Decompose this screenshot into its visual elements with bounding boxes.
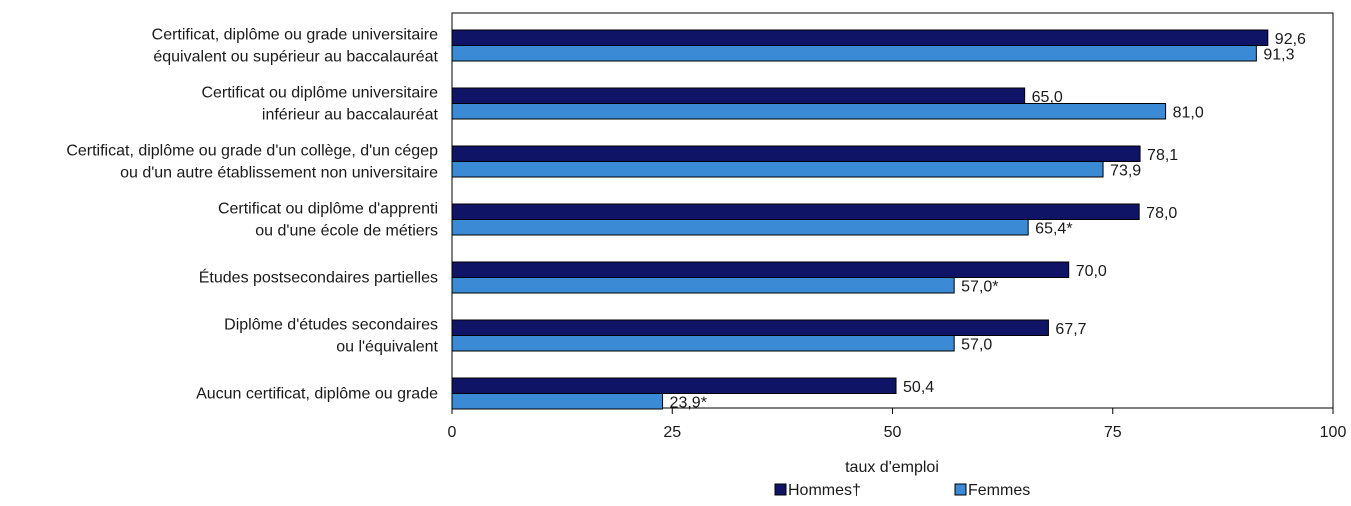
category-label: Certificat, diplôme ou grade d'un collèg… [66,143,438,182]
data-label: 92,6 [1275,31,1306,48]
bar-femmes [451,103,1167,120]
legend: Hommes† Femmes [774,482,1030,499]
data-label: 50,4 [903,379,934,396]
plot-area: 0 25 50 75 100 Certificat, diplôme ou grade u… [66,12,1347,441]
category-label-line: équivalent ou supérieur au baccalauréat [153,49,438,66]
bar-femmes [451,161,1104,178]
category-label: Aucun certificat, diplôme ou grade [196,386,438,403]
bar-hommes [451,377,897,394]
data-label: 57,0* [961,278,998,295]
data-label: 57,0 [961,336,992,353]
data-label: 70,0 [1076,263,1107,280]
category-label-line: ou d'une école de métiers [255,223,438,240]
category-label: Études postsecondaires partielles [199,268,438,287]
data-label: 78,0 [1146,205,1177,222]
data-label: 65,4* [1035,220,1072,237]
category-label: Certificat, diplôme ou grade universitai… [152,27,439,66]
category-label-line: Certificat, diplôme ou grade universitai… [152,27,438,44]
bar-hommes [451,203,1140,220]
category-label-line: Certificat ou diplôme d'apprenti [218,201,438,218]
x-tick-label: 0 [448,424,457,441]
legend-label-femmes: Femmes [968,482,1030,499]
category-label-line: Certificat ou diplôme universitaire [201,85,438,102]
x-tick-label: 100 [1320,424,1347,441]
bar-femmes [451,277,955,294]
data-label: 81,0 [1173,104,1204,121]
category-label: Diplôme d'études secondaires ou l'équival… [224,317,438,356]
legend-label-hommes: Hommes† [788,482,861,499]
bar-femmes [451,393,664,410]
data-label: 78,1 [1147,147,1178,164]
data-label: 65,0 [1032,89,1063,106]
legend-swatch-femmes [954,483,967,496]
x-tick-label: 25 [663,424,681,441]
bar-hommes [451,319,1049,336]
bar-hommes [451,145,1141,162]
data-label: 91,3 [1263,46,1294,63]
legend-swatch-hommes [774,483,787,496]
category-label-line: Études postsecondaires partielles [199,268,438,287]
bar-hommes [451,261,1070,278]
category-label-line: Aucun certificat, diplôme ou grade [196,386,438,403]
bar-femmes [451,45,1257,62]
category-label-line: ou l'équivalent [336,339,438,356]
data-label: 67,7 [1055,321,1086,338]
category-label-line: Certificat, diplôme ou grade d'un collèg… [66,143,438,160]
category-label: Certificat ou diplôme d'apprenti ou d'une… [218,201,438,240]
bar-hommes [451,29,1269,46]
bar-femmes [451,219,1029,236]
x-tick-label: 50 [884,424,902,441]
bar-femmes [451,335,955,352]
x-tick-label: 75 [1104,424,1122,441]
category-label: Certificat ou diplôme universitaire infér… [201,85,438,124]
category-label-line: inférieur au baccalauréat [262,107,439,124]
data-label: 23,9* [670,394,707,411]
category-label-line: ou d'un autre établissement non universi… [120,165,438,182]
x-axis-title: taux d'emploi [845,459,939,476]
data-label: 73,9 [1110,162,1141,179]
bar-hommes [451,87,1026,104]
category-label-line: Diplôme d'études secondaires [224,317,438,334]
